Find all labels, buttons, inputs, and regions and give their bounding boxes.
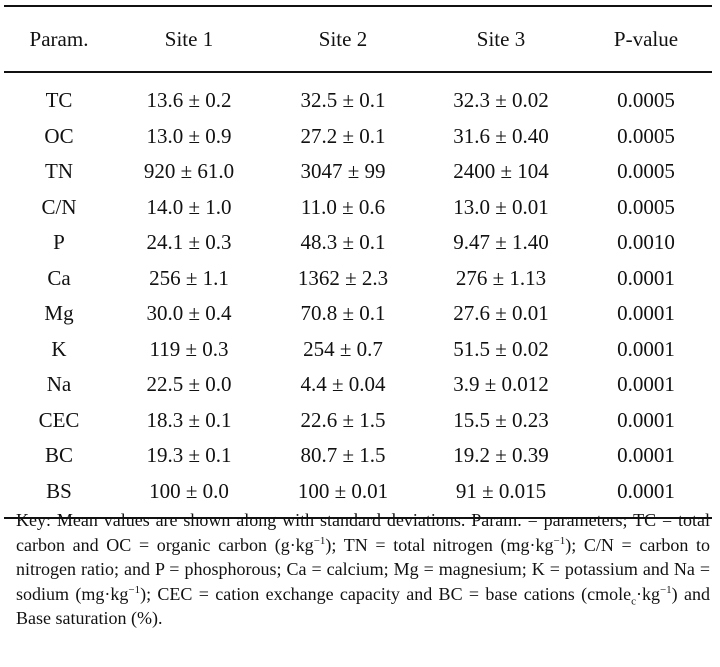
table-row: C/N 14.0 ± 1.0 11.0 ± 0.6 13.0 ± 0.01 0.0005 <box>4 190 712 226</box>
cell-param: OC <box>44 123 74 148</box>
cell-param: TC <box>45 88 73 113</box>
cell-site-3: 9.47 ± 1.40 <box>453 230 549 255</box>
cell-site-2: 3047 ± 99 <box>300 159 386 184</box>
table-row: Mg 30.0 ± 0.4 70.8 ± 0.1 27.6 ± 0.01 0.0001 <box>4 296 712 332</box>
cell-site-2: 11.0 ± 0.6 <box>300 194 386 219</box>
cell-site-3: 13.0 ± 0.01 <box>453 194 549 219</box>
cell-site-2: 100 ± 0.01 <box>264 473 422 519</box>
cell-site-3: 19.2 ± 0.39 <box>453 443 549 468</box>
key-sup-2: −1 <box>553 534 566 547</box>
cell-p-value: 0.0005 <box>617 194 675 219</box>
key-text-2: ); TN = total nitrogen (mg·kg <box>325 534 554 555</box>
table-body: TC 13.6 ± 0.2 32.5 ± 0.1 32.3 ± 0.02 0.0005 O… <box>4 72 712 519</box>
header-row: Param. Site 1 Site 2 Site 3 P-value <box>4 5 712 73</box>
header-site-3: Site 3 <box>422 5 580 73</box>
soil-properties-table: Param. Site 1 Site 2 Site 3 P-value TC 13… <box>4 5 712 519</box>
key-sup-1: −1 <box>313 534 326 547</box>
key-sup-5: −1 <box>659 583 672 596</box>
cell-site-2: 27.2 ± 0.1 <box>300 123 386 148</box>
cell-site-3: 31.6 ± 0.40 <box>453 123 549 148</box>
cell-site-1: 100 ± 0.0 <box>114 473 264 519</box>
cell-site-2: 80.7 ± 1.5 <box>300 443 386 468</box>
table-row: TC 13.6 ± 0.2 32.5 ± 0.1 32.3 ± 0.02 0.0005 <box>4 72 712 119</box>
table-header: Param. Site 1 Site 2 Site 3 P-value <box>4 5 712 73</box>
cell-site-2: 32.5 ± 0.1 <box>300 88 386 113</box>
cell-p-value: 0.0001 <box>617 372 675 397</box>
key-text-1: Key: Mean values are shown along with st… <box>16 510 710 555</box>
cell-param: Ca <box>47 265 71 290</box>
cell-site-1: 14.0 ± 1.0 <box>146 194 232 219</box>
table-row: Na 22.5 ± 0.0 4.4 ± 0.04 3.9 ± 0.012 0.0001 <box>4 367 712 403</box>
cell-param: CEC <box>38 407 80 432</box>
cell-site-1: 30.0 ± 0.4 <box>146 301 232 326</box>
cell-site-1: 19.3 ± 0.1 <box>146 443 232 468</box>
cell-site-3: 27.6 ± 0.01 <box>453 301 549 326</box>
cell-site-3: 91 ± 0.015 <box>422 473 580 519</box>
cell-p-value: 0.0001 <box>617 265 675 290</box>
cell-param: BS <box>4 473 114 519</box>
cell-p-value: 0.0001 <box>617 443 675 468</box>
key-text-3: ); C/N = carbon to nitrogen ratio; and P… <box>16 534 710 604</box>
cell-p-value: 0.0010 <box>617 230 675 255</box>
header-site-2: Site 2 <box>264 5 422 73</box>
cell-site-1: 119 ± 0.3 <box>149 336 229 361</box>
header-p-value: P-value <box>580 5 712 73</box>
cell-p-value: 0.0001 <box>617 336 675 361</box>
table-row: TN 920 ± 61.0 3047 ± 99 2400 ± 104 0.0005 <box>4 154 712 190</box>
header-param: Param. <box>4 5 114 73</box>
cell-param: BC <box>44 443 73 468</box>
key-text-6: ) and Base saturation (%). <box>16 583 711 629</box>
table-row: K 119 ± 0.3 254 ± 0.7 51.5 ± 0.02 0.0001 <box>4 332 712 368</box>
cell-site-1: 256 ± 1.1 <box>149 265 229 290</box>
cell-param: Mg <box>44 301 74 326</box>
cell-param: C/N <box>41 194 77 219</box>
cell-site-2: 70.8 ± 0.1 <box>300 301 386 326</box>
key-text-4: ); CEC = cation exchange capacity and BC… <box>140 583 632 604</box>
cell-site-2: 22.6 ± 1.5 <box>300 407 386 432</box>
cell-p-value: 0.0001 <box>617 407 675 432</box>
cell-site-1: 13.0 ± 0.9 <box>146 123 232 148</box>
cell-param: K <box>51 336 67 361</box>
cell-site-1: 18.3 ± 0.1 <box>146 407 232 432</box>
cell-param: Na <box>46 372 72 397</box>
cell-p-value: 0.0005 <box>617 88 675 113</box>
table-row: Ca 256 ± 1.1 1362 ± 2.3 276 ± 1.13 0.0001 <box>4 261 712 297</box>
key-sub-4: c <box>631 595 636 608</box>
cell-site-2: 1362 ± 2.3 <box>297 265 389 290</box>
cell-p-value: 0.0005 <box>617 159 675 184</box>
key-text-5: ·kg <box>635 583 660 604</box>
cell-site-2: 48.3 ± 0.1 <box>300 230 386 255</box>
cell-site-1: 13.6 ± 0.2 <box>146 88 232 113</box>
table-row: CEC 18.3 ± 0.1 22.6 ± 1.5 15.5 ± 0.23 0.0001 <box>4 403 712 439</box>
cell-param: TN <box>45 159 73 184</box>
cell-site-3: 51.5 ± 0.02 <box>453 336 549 361</box>
cell-site-3: 276 ± 1.13 <box>455 265 547 290</box>
cell-site-3: 15.5 ± 0.23 <box>453 407 549 432</box>
cell-site-1: 920 ± 61.0 <box>143 159 235 184</box>
cell-p-value: 0.0001 <box>617 301 675 326</box>
table-row: BS 100 ± 0.0 100 ± 0.01 91 ± 0.015 0.0001 <box>4 473 712 519</box>
cell-site-3: 32.3 ± 0.02 <box>453 88 549 113</box>
cell-p-value: 0.0005 <box>617 123 675 148</box>
table-key-note: Key: Mean values are shown along with st… <box>16 508 710 631</box>
cell-site-2: 254 ± 0.7 <box>303 336 383 361</box>
header-site-1: Site 1 <box>114 5 264 73</box>
cell-site-3: 2400 ± 104 <box>453 159 549 184</box>
cell-p-value: 0.0001 <box>580 473 712 519</box>
key-sup-3: −1 <box>128 583 141 596</box>
table-row: P 24.1 ± 0.3 48.3 ± 0.1 9.47 ± 1.40 0.0010 <box>4 225 712 261</box>
cell-param: P <box>53 230 65 255</box>
cell-site-1: 24.1 ± 0.3 <box>146 230 232 255</box>
table-row: OC 13.0 ± 0.9 27.2 ± 0.1 31.6 ± 0.40 0.0005 <box>4 119 712 155</box>
cell-site-1: 22.5 ± 0.0 <box>146 372 232 397</box>
cell-site-3: 3.9 ± 0.012 <box>453 372 549 397</box>
table-row: BC 19.3 ± 0.1 80.7 ± 1.5 19.2 ± 0.39 0.0001 <box>4 438 712 474</box>
cell-site-2: 4.4 ± 0.04 <box>300 372 386 397</box>
